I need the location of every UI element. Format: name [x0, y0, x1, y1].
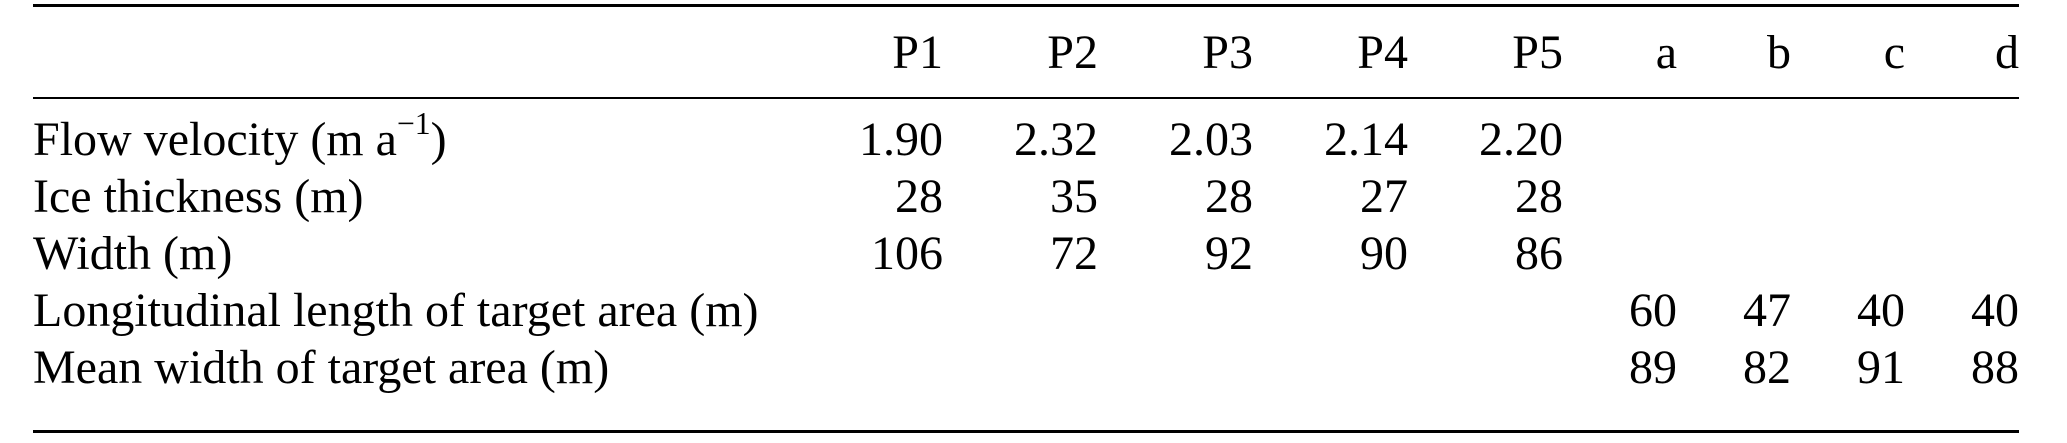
- row-label: Mean width of target area (m): [33, 340, 788, 395]
- table-cell: 92: [1205, 227, 1253, 280]
- table-cell: 82: [1743, 341, 1791, 394]
- table-cell: 28: [1515, 170, 1563, 223]
- header-cell-p2: P2: [1047, 25, 1098, 79]
- table-cell: 2.32: [1014, 113, 1098, 166]
- table-cell: 40: [1971, 284, 2019, 337]
- table-top-rule: [33, 4, 2019, 7]
- table-cell: 2.03: [1169, 113, 1253, 166]
- row-label-suffix: ): [430, 113, 447, 166]
- table-cell: 86: [1515, 227, 1563, 280]
- table-cell: 88: [1971, 341, 2019, 394]
- table-cell: 2.14: [1324, 113, 1408, 166]
- table-row-width: Width (m) 106 72 92 90 86: [33, 225, 2019, 282]
- row-label-text: Longitudinal length of target area (m): [33, 284, 759, 337]
- header-cell-a: a: [1655, 25, 1677, 79]
- table-header-row: P1 P2 P3 P4 P5 a b c d: [33, 7, 2019, 97]
- row-label-text: Flow velocity (m a: [33, 113, 397, 166]
- header-cell-d: d: [1995, 25, 2019, 79]
- table-cell: 35: [1050, 170, 1098, 223]
- table-bottom-rule: [33, 430, 2019, 433]
- table-cell: 60: [1629, 284, 1677, 337]
- table-row-flow-velocity: Flow velocity (m a−1) 1.90 2.32 2.03 2.1…: [33, 108, 2019, 168]
- table-cell: 72: [1050, 227, 1098, 280]
- table-cell: 90: [1360, 227, 1408, 280]
- table-cell: 2.20: [1479, 113, 1563, 166]
- table-row-longitudinal-length: Longitudinal length of target area (m) 6…: [33, 282, 2019, 339]
- superscript-exponent: −1: [396, 106, 431, 142]
- header-cell-p1: P1: [892, 25, 943, 79]
- table-cell: 89: [1629, 341, 1677, 394]
- row-label: Longitudinal length of target area (m): [33, 283, 788, 338]
- table-cell: 106: [871, 227, 943, 280]
- table-cell: 47: [1743, 284, 1791, 337]
- table-row-ice-thickness: Ice thickness (m) 28 35 28 27 28: [33, 168, 2019, 225]
- table-cell: 91: [1857, 341, 1905, 394]
- header-cell-p3: P3: [1202, 25, 1253, 79]
- row-label-text: Width (m): [33, 227, 233, 280]
- row-label: Ice thickness (m): [33, 169, 788, 224]
- row-label-text: Mean width of target area (m): [33, 341, 610, 394]
- table-cell: 40: [1857, 284, 1905, 337]
- table-body: Flow velocity (m a−1) 1.90 2.32 2.03 2.1…: [33, 99, 2019, 430]
- table-cell: 28: [1205, 170, 1253, 223]
- row-label: Flow velocity (m a−1): [33, 108, 788, 167]
- header-cell-b: b: [1767, 25, 1791, 79]
- row-label-text: Ice thickness (m): [33, 170, 364, 223]
- header-cell-c: c: [1883, 25, 1905, 79]
- table-cell: 1.90: [859, 113, 943, 166]
- header-cell-p5: P5: [1512, 25, 1563, 79]
- row-label: Width (m): [33, 226, 788, 281]
- table-row-mean-width: Mean width of target area (m) 89 82 91 8…: [33, 339, 2019, 396]
- table-mid-rule: [33, 97, 2019, 99]
- table-cell: 27: [1360, 170, 1408, 223]
- table-cell: 28: [895, 170, 943, 223]
- header-cell-p4: P4: [1357, 25, 1408, 79]
